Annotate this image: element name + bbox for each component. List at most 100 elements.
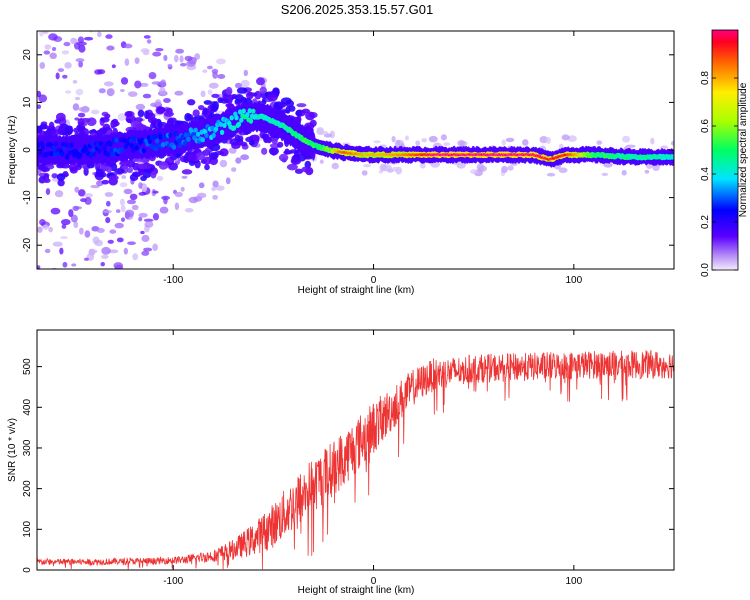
spectrogram-noise-cell	[44, 44, 52, 50]
snr-y-axis-label: SNR (10 * v/v)	[7, 418, 18, 482]
spectrogram-band-cell	[305, 111, 315, 121]
spectrogram-noise-cell	[39, 62, 46, 70]
spectrogram-noise-cell	[361, 170, 368, 176]
snr-frame	[36, 329, 675, 571]
spectrogram-noise-cell	[505, 137, 515, 143]
spectrogram-band-cell	[77, 112, 86, 118]
spectrogram-ridge-cell	[229, 115, 234, 121]
spectrogram-band-cell	[133, 157, 143, 162]
spectrogram-noise-cell	[57, 68, 65, 73]
spectrogram-y-axis-label: Frequency (Hz)	[7, 116, 18, 185]
spectrogram-noise-cell	[37, 90, 42, 98]
spectrogram-noise-cell	[621, 169, 627, 176]
spectrogram-noise-cell	[101, 254, 109, 259]
spectrogram-band-cell	[106, 166, 112, 173]
spectrogram-ridge-cell	[231, 125, 237, 131]
spectrogram-band-cell	[187, 153, 197, 161]
spectrogram-noise-cell	[64, 62, 72, 69]
spectrogram-noise-cell	[55, 72, 60, 80]
spectrogram-noise-cell	[123, 247, 128, 255]
spectrogram-noise-cell	[184, 208, 194, 213]
spectrogram-ridge-cell	[180, 134, 185, 140]
spectrogram-noise-cell	[141, 184, 148, 193]
spectrogram-noise-cell	[131, 204, 139, 211]
spectrogram-noise-cell	[119, 198, 125, 206]
spectrogram-noise-cell	[240, 154, 250, 161]
spectrogram-band-cell	[254, 90, 262, 100]
spectrogram-band-cell	[66, 125, 74, 135]
spectrogram-noise-cell	[155, 47, 164, 52]
spectrogram-noise-cell	[74, 96, 81, 101]
colorbar-label: Normalized spectral amplitude	[738, 82, 749, 217]
spectrogram-noise-cell	[39, 218, 46, 226]
spectrogram-ridge-cell	[171, 144, 177, 150]
spectrogram-ridge-cell	[60, 151, 65, 157]
spectrogram-noise-cell	[175, 48, 184, 54]
spectrogram-band-cell	[147, 117, 158, 124]
spectrogram-ridge-cell	[110, 151, 115, 158]
spectrogram-band-cell	[37, 165, 48, 171]
spectrogram-noise-cell	[104, 192, 114, 197]
spectrogram-ridge-cell	[183, 132, 189, 138]
spectrogram-noise-cell	[48, 226, 54, 233]
spectrogram-noise-cell	[138, 191, 147, 196]
spectrogram-band-cell	[227, 97, 233, 104]
spectrogram-noise-cell	[94, 69, 103, 75]
spectrogram-noise-cell	[184, 55, 193, 62]
snr-panel: -100 0 100 0 100 200 300 400 500 Height of stra…	[7, 329, 675, 596]
spectrogram-band-cell	[77, 125, 84, 134]
spectrogram-noise-cell	[82, 25, 86, 30]
spectrogram-noise-cell	[240, 79, 250, 88]
spectrogram-noise-cell	[84, 193, 93, 198]
spectrogram-ridge-cell	[247, 108, 252, 114]
spectrogram-noise-cell	[660, 145, 669, 149]
spectrogram-noise-cell	[228, 147, 237, 154]
spectrogram-noise-cell	[42, 224, 49, 230]
spectrogram-noise-cell	[174, 191, 183, 198]
spectrogram-band-cell	[62, 171, 69, 178]
spectrogram-noise-cell	[151, 81, 162, 85]
y-tick-label: -20	[22, 238, 33, 253]
spectrogram-ridge-cell	[213, 126, 219, 132]
spectrogram-band-cell	[240, 141, 248, 147]
spectrogram-noise-cell	[138, 212, 148, 218]
spectrogram-noise-cell	[160, 79, 167, 87]
spectrogram-noise-cell	[179, 55, 184, 63]
spectrogram-noise-cell	[123, 43, 133, 49]
spectrogram-ridge-cell	[37, 142, 41, 148]
spectrogram-noise-cell	[601, 172, 609, 176]
spectrogram-noise-cell	[161, 91, 168, 96]
spectrogram-band-cell	[283, 150, 293, 155]
spectrogram-band-cell	[236, 87, 248, 94]
spectrogram-ridge-cell	[156, 143, 161, 149]
spectrogram-noise-cell	[152, 51, 162, 57]
spectrogram-band-cell	[158, 161, 169, 170]
spectrogram-noise-cell	[90, 109, 100, 115]
spectrogram-noise-cell	[84, 257, 89, 261]
spectrogram-ridge-cell	[109, 147, 114, 154]
spectrogram-noise-cell	[75, 88, 84, 96]
spectrogram-ridge-cell	[39, 140, 45, 146]
spectrogram-noise-cell	[208, 82, 219, 89]
y-tick-label: 400	[22, 399, 33, 416]
spectrogram-y-ticks: -20 -10 0 10 20	[22, 49, 674, 253]
spectrogram-noise-cell	[180, 63, 187, 67]
spectrogram-noise-cell	[181, 175, 188, 179]
spectrogram-noise-cell	[212, 180, 219, 188]
spectrogram-noise-cell	[419, 163, 426, 169]
spectrogram-noise-cell	[50, 207, 61, 215]
spectrogram-ridge-cell	[120, 147, 125, 153]
spectrogram-band-cell	[39, 123, 48, 130]
spectrogram-noise-cell	[115, 209, 121, 213]
spectrogram-ridge-cell	[173, 130, 178, 137]
spectrogram-noise-cell	[106, 45, 115, 51]
spectrogram-ridge-cell	[160, 141, 166, 148]
spectrogram-band-cell	[137, 109, 145, 118]
spectrogram-noise-cell	[440, 134, 447, 141]
spectrogram-noise-cell	[331, 162, 339, 170]
spectrogram-noise-cell	[319, 159, 324, 164]
spectrogram-noise-cell	[193, 196, 203, 202]
spectrogram-ridge-cell	[114, 137, 119, 143]
spectrogram-band-cell	[101, 179, 110, 185]
spectrogram-noise-cell	[567, 135, 577, 142]
